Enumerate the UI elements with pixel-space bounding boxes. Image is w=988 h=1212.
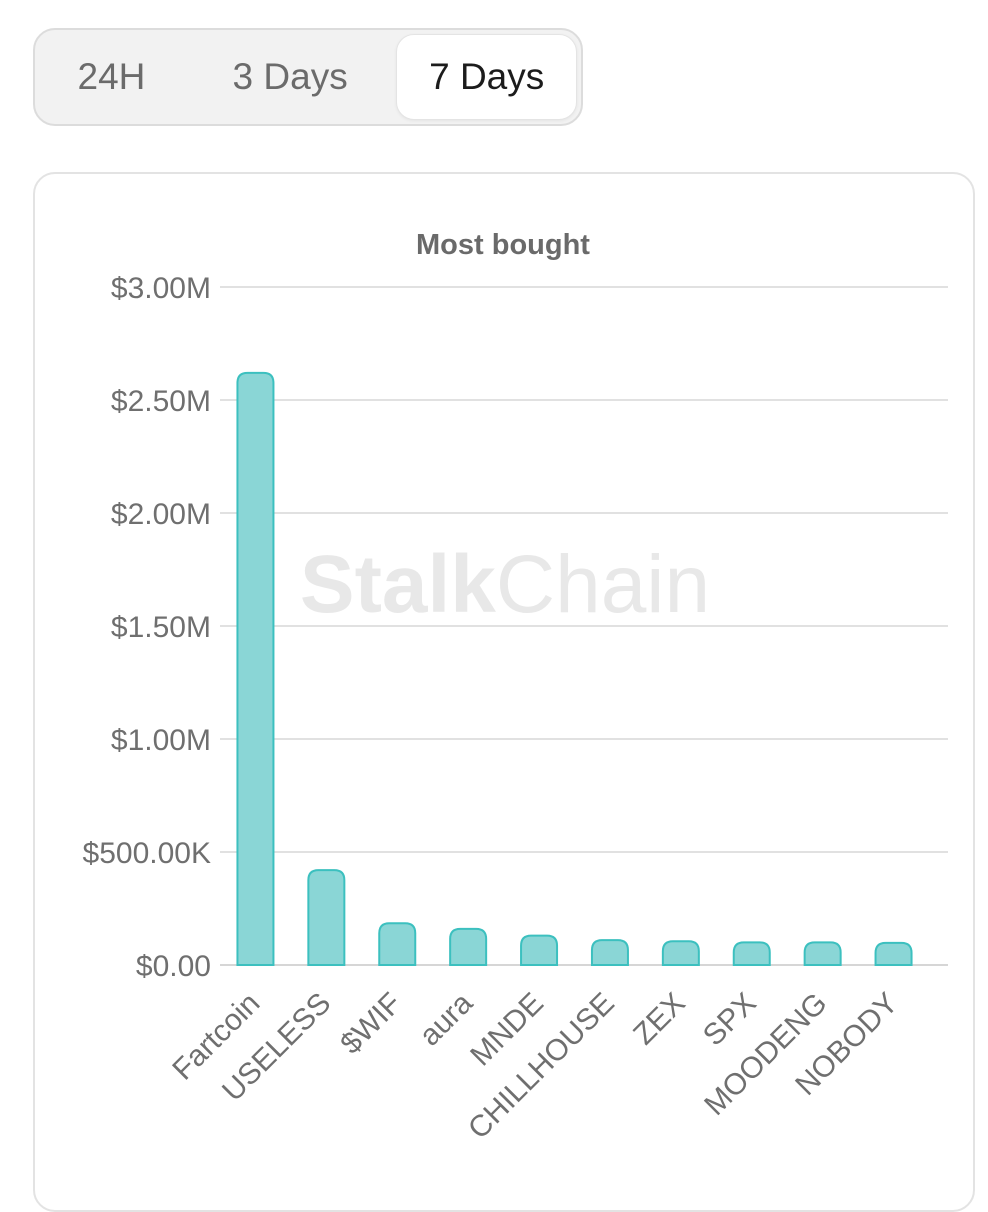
bar-chillhouse[interactable] — [590, 939, 629, 966]
x-tick-label: $WIF — [334, 987, 408, 1061]
chart-card — [33, 172, 975, 1212]
y-tick-label: $1.00M — [111, 724, 211, 757]
timeframe-7-days-tab[interactable]: 7 Days — [396, 34, 578, 120]
y-tick-label: $3.00M — [111, 272, 211, 305]
bar-aura[interactable] — [449, 927, 488, 966]
bar-useless[interactable] — [307, 869, 346, 966]
bar-moodeng[interactable] — [803, 941, 842, 966]
bar-zex[interactable] — [661, 940, 700, 966]
x-tick-label: SPX — [697, 987, 763, 1053]
x-tick-label: ZEX — [627, 987, 692, 1052]
y-tick-label: $2.50M — [111, 385, 211, 418]
bar-fartcoin[interactable] — [236, 371, 275, 966]
y-tick-label: $2.00M — [111, 498, 211, 531]
bar-wif[interactable] — [378, 922, 417, 966]
bar-nobody[interactable] — [874, 941, 913, 966]
timeframe-toggle: 24H 3 Days 7 Days — [33, 28, 583, 126]
timeframe-3-days-tab[interactable]: 3 Days — [232, 56, 348, 97]
bar-spx[interactable] — [732, 941, 771, 966]
bar-mnde[interactable] — [520, 934, 559, 966]
y-tick-label: $1.50M — [111, 611, 211, 644]
chart-title: Most bought — [416, 229, 590, 261]
timeframe-24h-tab[interactable]: 24H — [77, 56, 146, 97]
y-tick-label: $500.00K — [83, 837, 211, 870]
watermark: StalkChain — [300, 539, 710, 630]
y-tick-label: $0.00 — [136, 950, 211, 983]
